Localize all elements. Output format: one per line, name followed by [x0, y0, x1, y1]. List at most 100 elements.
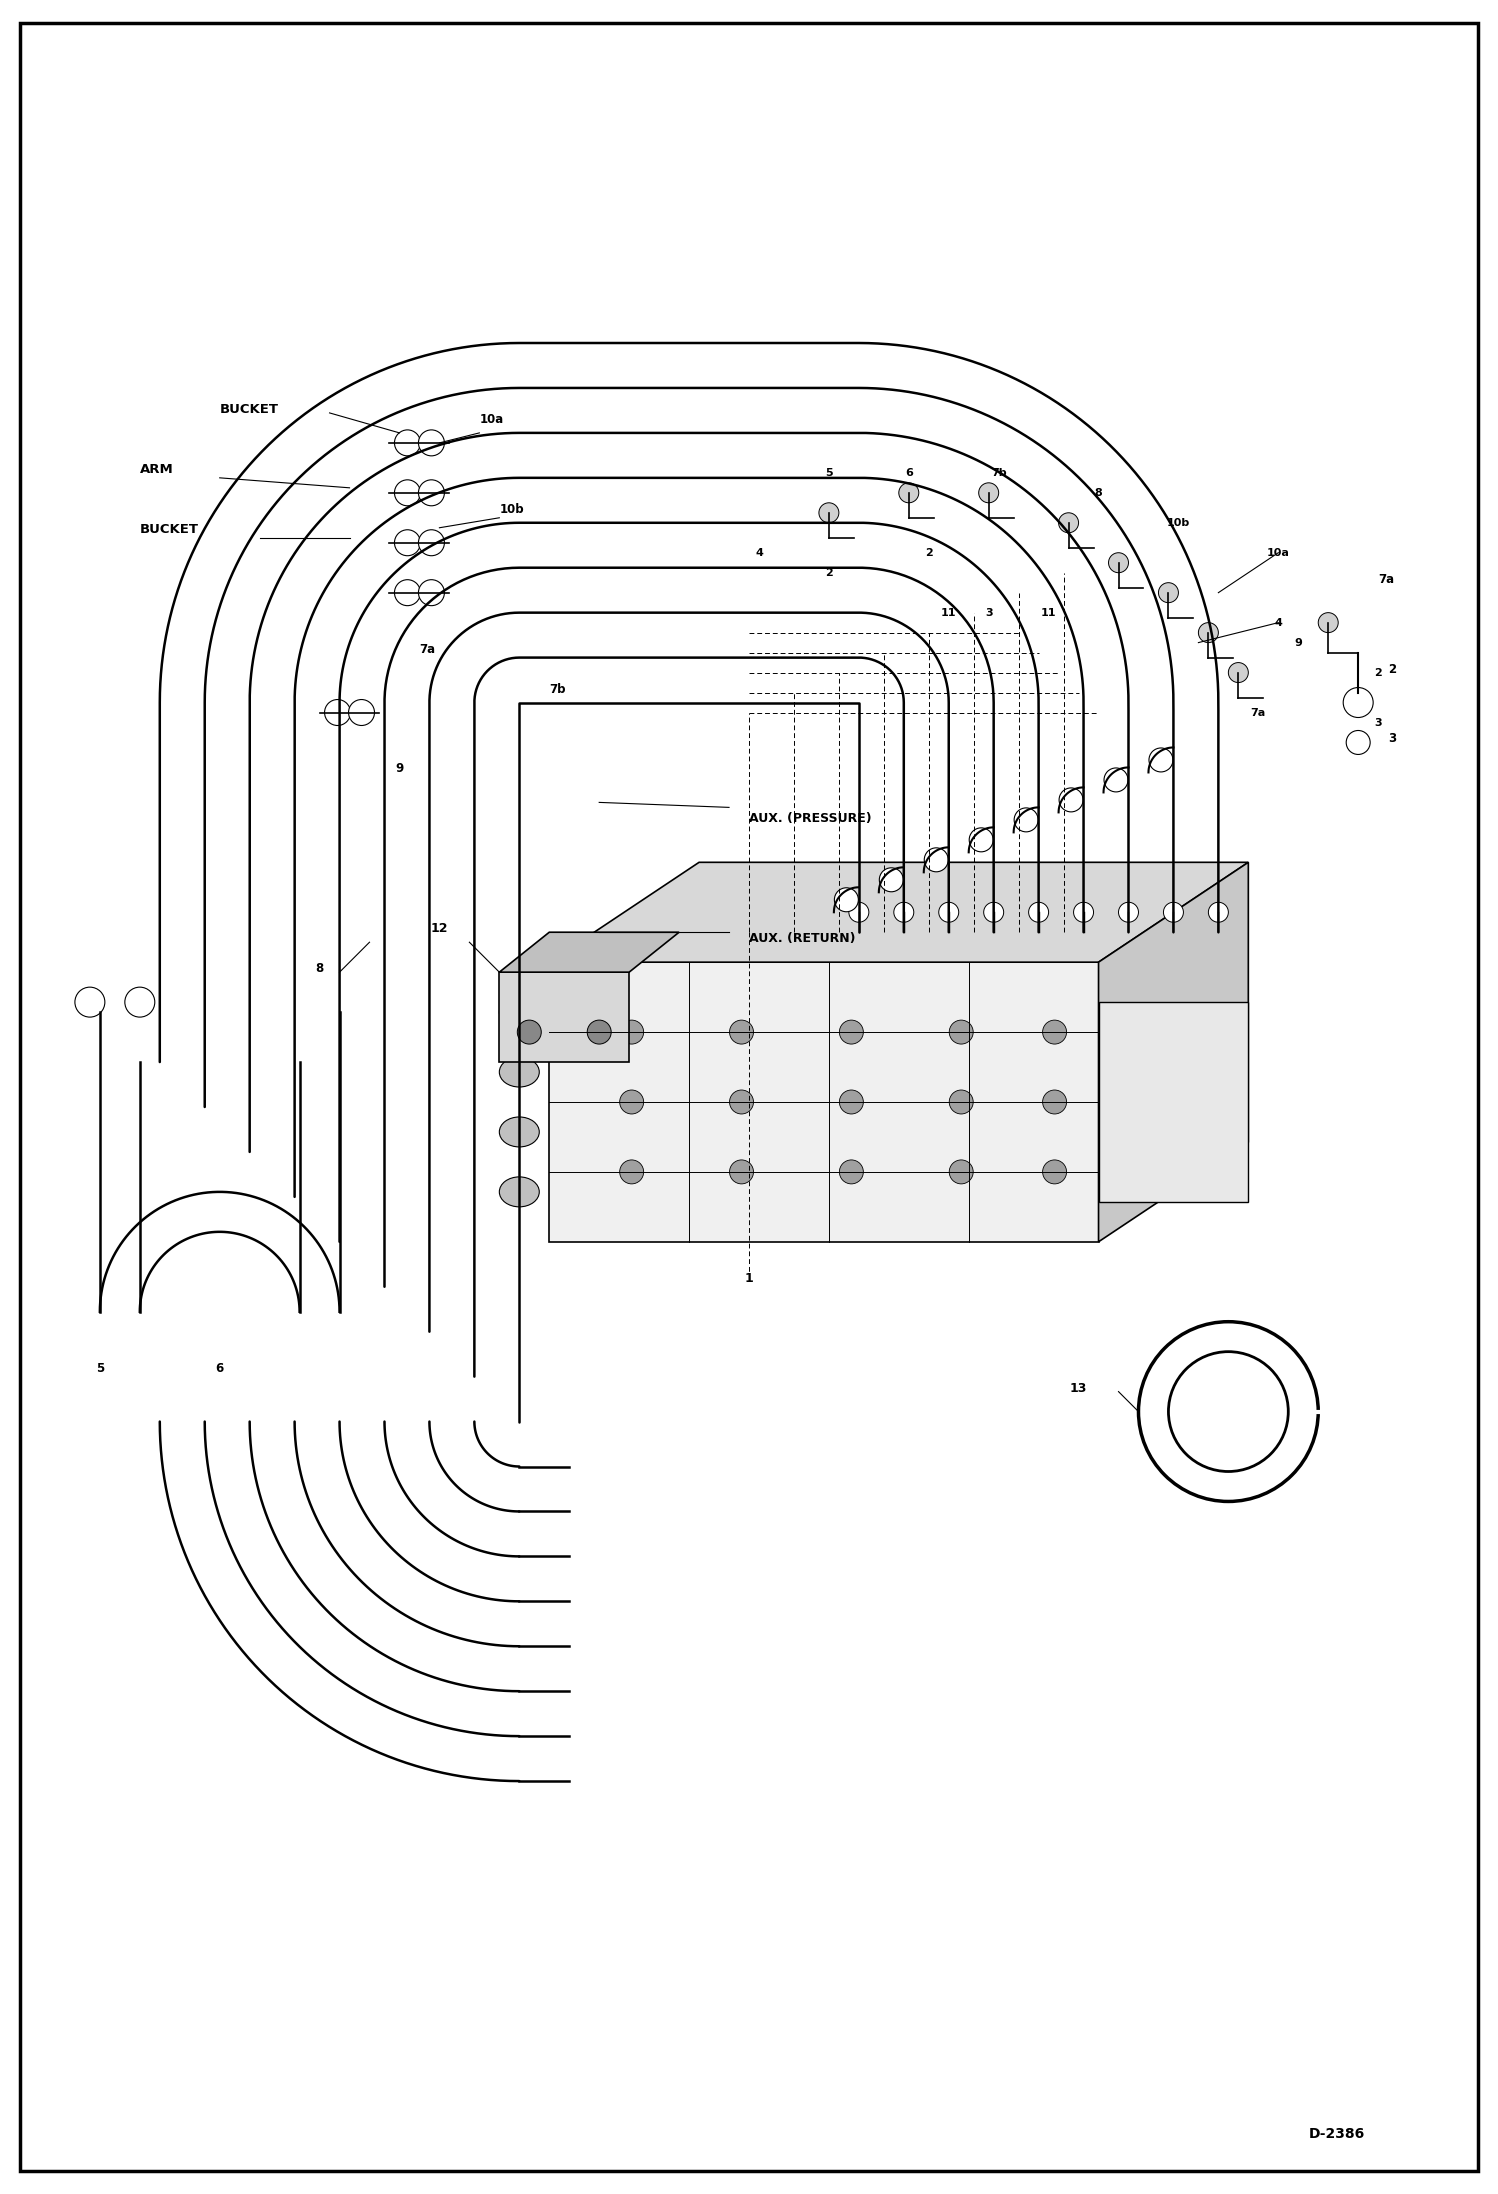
Text: 8: 8: [316, 963, 324, 974]
Text: 11: 11: [1041, 608, 1056, 619]
Circle shape: [978, 483, 999, 502]
Text: 6: 6: [216, 1362, 223, 1376]
Circle shape: [1164, 902, 1183, 921]
Text: 7a: 7a: [419, 643, 436, 656]
Text: 7a: 7a: [1378, 573, 1395, 586]
Text: 4: 4: [755, 548, 762, 557]
Circle shape: [1043, 1161, 1067, 1185]
Circle shape: [1347, 731, 1371, 755]
Circle shape: [969, 827, 993, 851]
Circle shape: [1344, 687, 1374, 717]
Text: D-2386: D-2386: [1308, 2126, 1365, 2141]
Circle shape: [1109, 553, 1128, 573]
Circle shape: [1043, 1090, 1067, 1115]
Text: 2: 2: [924, 548, 933, 557]
Ellipse shape: [499, 996, 539, 1027]
Circle shape: [839, 1161, 863, 1185]
Circle shape: [394, 579, 421, 606]
Circle shape: [394, 529, 421, 555]
Text: 1: 1: [745, 1273, 753, 1286]
Circle shape: [1059, 513, 1079, 533]
Circle shape: [894, 902, 914, 921]
Circle shape: [1198, 623, 1218, 643]
Circle shape: [418, 430, 445, 456]
Text: 12: 12: [430, 921, 448, 935]
Circle shape: [517, 1020, 541, 1044]
Circle shape: [1043, 1020, 1067, 1044]
Circle shape: [1209, 902, 1228, 921]
Text: 10a: 10a: [479, 412, 503, 426]
Circle shape: [834, 889, 858, 913]
Circle shape: [939, 902, 959, 921]
Circle shape: [984, 902, 1004, 921]
Circle shape: [620, 1090, 644, 1115]
Text: 5: 5: [96, 1362, 103, 1376]
Circle shape: [924, 847, 948, 871]
Circle shape: [1014, 807, 1038, 832]
Text: 10a: 10a: [1267, 548, 1290, 557]
Text: 10b: 10b: [499, 502, 524, 516]
Text: 2: 2: [1374, 667, 1383, 678]
Circle shape: [1029, 902, 1049, 921]
Polygon shape: [1098, 862, 1248, 1242]
Circle shape: [1318, 612, 1338, 632]
Circle shape: [879, 869, 903, 891]
Text: 3: 3: [1374, 717, 1383, 728]
Circle shape: [587, 1020, 611, 1044]
Circle shape: [620, 1020, 644, 1044]
Text: 8: 8: [1095, 487, 1103, 498]
Circle shape: [1059, 788, 1083, 812]
Text: BUCKET: BUCKET: [139, 522, 199, 535]
Polygon shape: [499, 932, 679, 972]
Text: 4: 4: [1275, 619, 1282, 627]
Circle shape: [620, 1161, 644, 1185]
Circle shape: [950, 1090, 974, 1115]
Circle shape: [418, 579, 445, 606]
Text: AUX. (PRESSURE): AUX. (PRESSURE): [749, 812, 872, 825]
Polygon shape: [550, 963, 1098, 1242]
Circle shape: [950, 1020, 974, 1044]
Text: 9: 9: [395, 764, 403, 774]
Text: 5: 5: [825, 467, 833, 478]
Circle shape: [394, 480, 421, 507]
Circle shape: [418, 529, 445, 555]
Text: 3: 3: [1389, 733, 1396, 746]
Circle shape: [1104, 768, 1128, 792]
Circle shape: [839, 1020, 863, 1044]
Circle shape: [1074, 902, 1094, 921]
Text: ARM: ARM: [139, 463, 174, 476]
Circle shape: [418, 480, 445, 507]
Text: 10b: 10b: [1167, 518, 1189, 529]
Circle shape: [349, 700, 374, 726]
Text: AUX. (RETURN): AUX. (RETURN): [749, 932, 855, 946]
Circle shape: [394, 430, 421, 456]
Circle shape: [849, 902, 869, 921]
Circle shape: [1158, 584, 1179, 603]
Circle shape: [325, 700, 351, 726]
Text: 3: 3: [984, 608, 993, 619]
Circle shape: [75, 987, 105, 1018]
Circle shape: [730, 1020, 753, 1044]
Circle shape: [819, 502, 839, 522]
Circle shape: [899, 483, 918, 502]
Circle shape: [1119, 902, 1138, 921]
Text: 7a: 7a: [1251, 706, 1266, 717]
Circle shape: [124, 987, 154, 1018]
Circle shape: [730, 1090, 753, 1115]
Text: 11: 11: [941, 608, 957, 619]
Polygon shape: [499, 972, 629, 1062]
Polygon shape: [550, 862, 1248, 963]
Text: 6: 6: [905, 467, 912, 478]
Ellipse shape: [499, 1117, 539, 1147]
Circle shape: [730, 1161, 753, 1185]
Ellipse shape: [499, 1176, 539, 1207]
Ellipse shape: [499, 1058, 539, 1086]
Text: 7b: 7b: [550, 682, 566, 695]
Circle shape: [950, 1161, 974, 1185]
Text: 13: 13: [1070, 1382, 1088, 1395]
Text: BUCKET: BUCKET: [220, 404, 279, 417]
Circle shape: [839, 1090, 863, 1115]
Text: 9: 9: [1294, 638, 1302, 647]
Text: 2: 2: [1389, 663, 1396, 676]
Circle shape: [1149, 748, 1173, 772]
